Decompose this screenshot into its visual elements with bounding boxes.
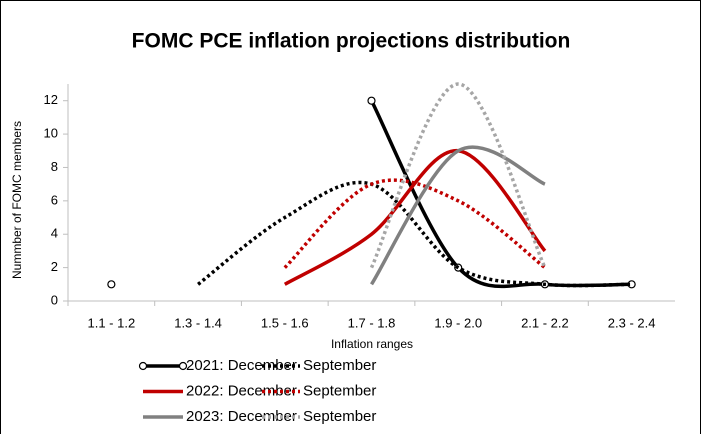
- legend-label: September: [303, 382, 376, 399]
- y-tick-label: 10: [44, 126, 58, 141]
- legend-label: September: [303, 408, 376, 425]
- legend-marker: [178, 361, 188, 371]
- x-axis-label: Inflation ranges: [331, 337, 413, 351]
- legend-label: 2021: December: [186, 357, 297, 374]
- point-marker: [107, 280, 116, 289]
- y-tick-label: 4: [51, 226, 58, 241]
- x-tick-label: 2.1 - 2.2: [521, 315, 569, 330]
- point-marker: [367, 96, 376, 105]
- y-tick-label: 0: [51, 292, 58, 307]
- legend-marker: [138, 361, 148, 371]
- y-axis-label: Nummber of FOMC members: [10, 121, 24, 279]
- legend-label: September: [303, 357, 376, 374]
- x-tick-label: 1.1 - 1.2: [88, 315, 136, 330]
- y-tick-label: 6: [51, 192, 58, 207]
- x-tick-label: 1.7 - 1.8: [348, 315, 396, 330]
- legend-label: 2022: December: [186, 382, 297, 399]
- line-series: [369, 82, 547, 269]
- x-tick-label: 1.3 - 1.4: [174, 315, 222, 330]
- line-series: [197, 180, 632, 288]
- line-series: [283, 178, 546, 270]
- x-tick-label: 1.9 - 2.0: [434, 315, 482, 330]
- line-series: [370, 145, 546, 286]
- x-tick-label: 2.3 - 2.4: [608, 315, 656, 330]
- y-tick-label: 2: [51, 259, 58, 274]
- y-tick-label: 8: [51, 159, 58, 174]
- chart-title: FOMC PCE inflation projections distribut…: [132, 30, 571, 53]
- line-series: [283, 149, 547, 286]
- legend-label: 2023: December: [186, 408, 297, 425]
- y-tick-label: 12: [44, 92, 58, 107]
- x-tick-label: 1.5 - 1.6: [261, 315, 309, 330]
